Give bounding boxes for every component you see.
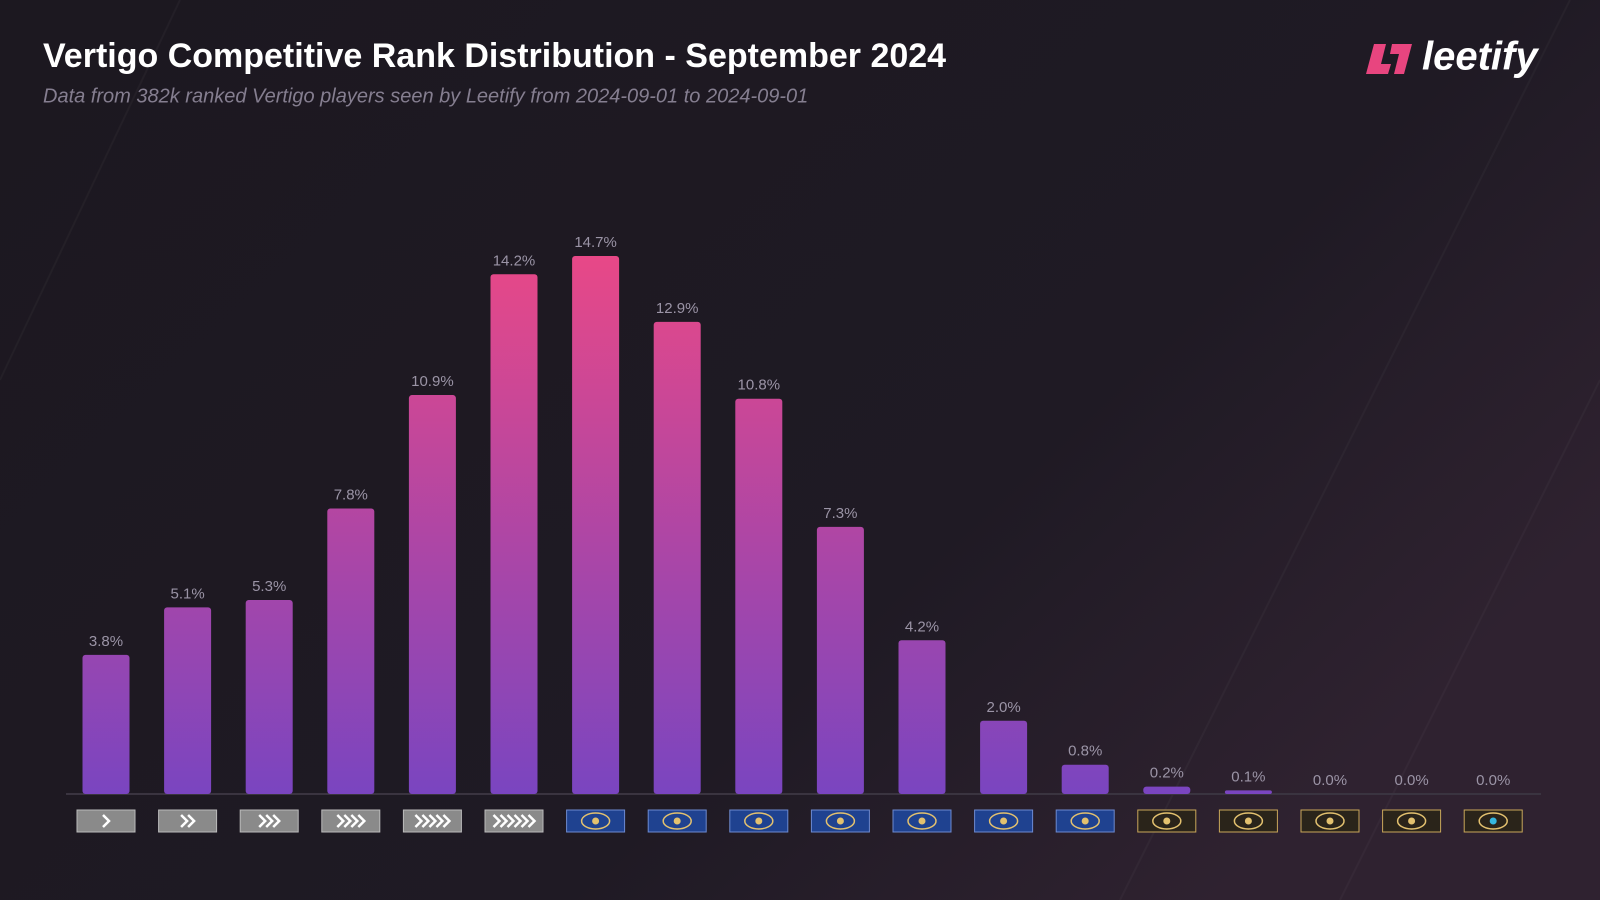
value-label: 5.3% (252, 578, 286, 595)
rank-emblem (1408, 817, 1416, 825)
value-label: 5.1% (170, 585, 204, 602)
rank-emblem (907, 812, 937, 830)
value-label: 0.2% (1150, 765, 1184, 782)
rank-emblem (825, 812, 856, 830)
rank-chevron (272, 814, 281, 828)
bar (572, 255, 620, 795)
value-label: 7.3% (823, 505, 857, 522)
rank-chevron (180, 814, 189, 828)
rank-chevron (187, 814, 196, 828)
value-label: 0.8% (1068, 743, 1102, 760)
chart-subtitle: Data from 382k ranked Vertigo players se… (43, 85, 808, 107)
rank-chevron (350, 814, 360, 828)
rank-chevron (527, 814, 537, 828)
rank-emblem (1315, 812, 1345, 830)
rank-emblem (744, 812, 774, 830)
value-label: 0.0% (1476, 772, 1510, 789)
rank-emblem (1489, 817, 1497, 825)
bar (735, 398, 783, 794)
value-label: 0.0% (1394, 772, 1428, 789)
rank-chevron (506, 814, 516, 828)
rank-emblem (1244, 817, 1252, 825)
chart-title: Vertigo Competitive Rank Distribution - … (43, 37, 946, 75)
rank-emblem (1326, 817, 1334, 825)
rank-chevron (492, 814, 502, 828)
value-label: 0.0% (1313, 772, 1347, 789)
rank-chevron (428, 814, 438, 828)
rank-chevron (499, 814, 509, 828)
rank-chevron (336, 814, 346, 828)
rank-icon (239, 809, 299, 833)
rank-emblem (592, 817, 600, 825)
value-label: 10.9% (411, 373, 454, 390)
value-label: 12.9% (656, 300, 699, 317)
bar (816, 526, 864, 794)
logo-icon (1366, 44, 1412, 74)
bar (898, 640, 946, 794)
value-label: 0.1% (1231, 768, 1265, 785)
rank-emblem (836, 817, 844, 825)
value-label: 2.0% (986, 699, 1020, 716)
rank-emblem (1081, 817, 1089, 825)
rank-emblem (755, 817, 763, 825)
value-label: 14.7% (574, 234, 617, 251)
rank-icon (402, 809, 462, 833)
bar (1143, 786, 1191, 794)
rank-chevron (435, 814, 445, 828)
bar (327, 508, 375, 794)
rank-chevron (414, 814, 424, 828)
rank-emblem (988, 812, 1019, 830)
bar (164, 607, 212, 794)
rank-emblem (1478, 812, 1508, 830)
bar (653, 321, 701, 794)
rank-emblem (1163, 817, 1171, 825)
rank-emblem (1152, 812, 1182, 830)
rank-emblem (1070, 812, 1100, 830)
rank-emblem (1233, 812, 1264, 830)
rank-chevron (265, 814, 274, 828)
value-label: 4.2% (905, 618, 939, 635)
rank-chevron (520, 814, 530, 828)
bar (1061, 764, 1109, 794)
rank-emblem (580, 812, 611, 830)
brand-logo: leetify (1366, 35, 1539, 79)
rank-chevron (357, 814, 367, 828)
rank-chevron (258, 814, 267, 828)
value-label: 10.8% (738, 377, 781, 394)
rank-chevron (513, 814, 523, 828)
rank-emblem (1396, 812, 1427, 830)
bar (490, 274, 538, 794)
bar (408, 395, 456, 794)
rank-chevron (343, 814, 353, 828)
rank-emblem (1000, 817, 1008, 825)
rank-chevron (102, 814, 111, 828)
rank-emblem (673, 817, 681, 825)
value-label: 7.8% (334, 487, 368, 504)
rank-emblem (918, 817, 926, 825)
bar (245, 600, 293, 794)
brand-name: leetify (1422, 35, 1539, 79)
rank-icon (76, 809, 136, 833)
value-label: 3.8% (89, 633, 123, 650)
rank-chevron (421, 814, 431, 828)
bar (1224, 790, 1272, 794)
bar (82, 654, 130, 794)
bar (980, 720, 1028, 794)
rank-emblem (662, 812, 692, 830)
rank-chevron (442, 814, 452, 828)
value-label: 14.2% (493, 252, 536, 269)
